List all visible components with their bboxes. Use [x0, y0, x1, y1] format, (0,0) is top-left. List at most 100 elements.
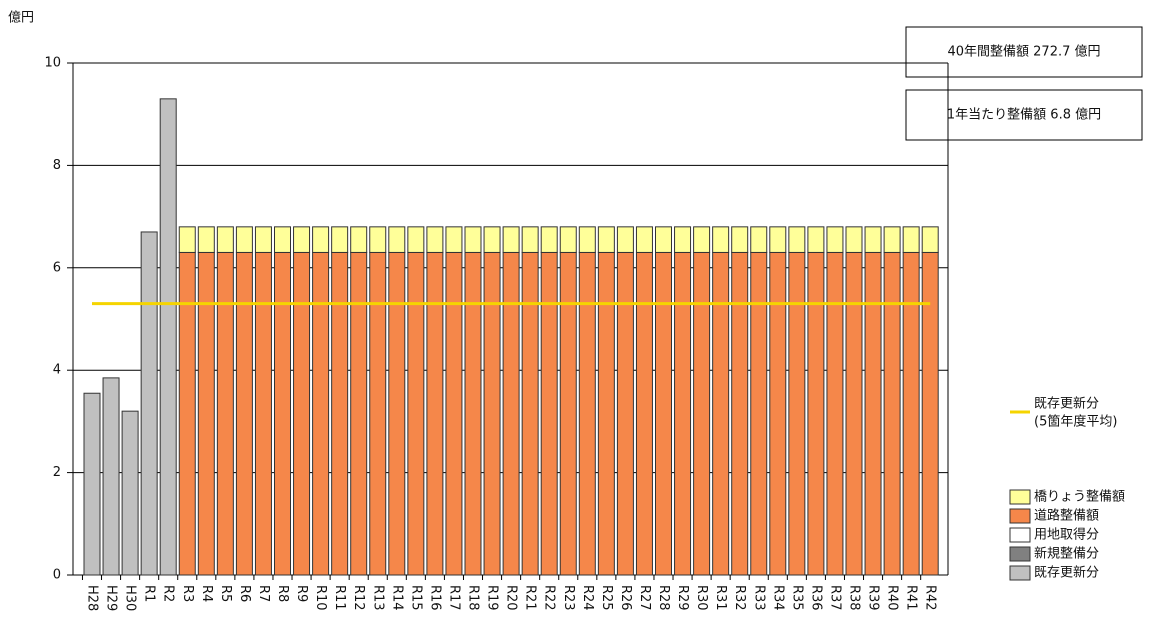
bar-segment [864, 226, 882, 253]
x-tick-label: R22 [542, 585, 557, 611]
x-tick-label: R31 [713, 585, 728, 611]
x-tick-label: R19 [485, 585, 500, 611]
bar-segment [864, 251, 882, 576]
bar-segment [616, 226, 634, 253]
bar-segment [616, 251, 634, 576]
x-tick-label: R29 [675, 585, 690, 611]
bar-segment [331, 251, 349, 576]
bar-segment [312, 251, 330, 576]
legend-label: 新規整備分 [1034, 546, 1099, 562]
x-tick-label: R39 [866, 585, 881, 611]
bar-segment [445, 251, 463, 576]
x-tick-label: R32 [732, 585, 747, 611]
legend-label: 道路整備額 [1034, 508, 1099, 524]
bar-segment [540, 251, 558, 576]
x-tick-label: R38 [847, 585, 862, 611]
x-tick-label: R8 [275, 585, 290, 602]
bar-segment [693, 226, 711, 253]
bar-segment [331, 226, 349, 253]
y-tick-label: 4 [53, 363, 61, 378]
legend-swatch [1009, 527, 1031, 543]
x-tick-label: R33 [751, 585, 766, 611]
bar-segment [788, 251, 806, 576]
x-tick-label: R36 [808, 585, 823, 611]
x-tick-label: R12 [351, 585, 366, 611]
x-tick-label: R14 [389, 585, 404, 611]
bar-segment [178, 226, 196, 253]
y-tick-label: 8 [53, 158, 61, 173]
x-tick-label: R41 [904, 585, 919, 611]
y-unit: 億円 [8, 10, 34, 26]
x-tick-label: R40 [885, 585, 900, 611]
bar-segment [159, 98, 177, 576]
bar-segment [921, 251, 939, 576]
bar-segment [121, 410, 139, 576]
y-tick-label: 2 [53, 465, 61, 480]
bar-segment [635, 251, 653, 576]
bar-segment [293, 226, 311, 253]
x-tick-label: R27 [637, 585, 652, 611]
bar-segment [388, 251, 406, 576]
x-tick-label: R7 [256, 585, 271, 602]
bar-segment [578, 226, 596, 253]
bar-segment [407, 251, 425, 576]
bar-segment [407, 226, 425, 253]
x-tick-label: H30 [123, 585, 138, 611]
bar-segment [216, 226, 234, 253]
bar-segment [426, 226, 444, 253]
x-tick-label: R5 [218, 585, 233, 602]
bar-segment [578, 251, 596, 576]
x-tick-label: R21 [523, 585, 538, 611]
bar-segment [788, 226, 806, 253]
x-tick-label: R10 [313, 585, 328, 611]
legend-swatch [1009, 565, 1031, 581]
legend-swatch [1009, 489, 1031, 505]
bar-segment [655, 251, 672, 576]
x-tick-label: R26 [618, 585, 633, 611]
x-tick-label: R34 [770, 585, 785, 611]
bar-segment [674, 226, 692, 253]
bar-segment [674, 251, 692, 576]
bar-segment [140, 231, 158, 576]
annotation: 40年間整備額 272.7 億円 [947, 44, 1100, 60]
x-tick-label: R1 [142, 585, 157, 602]
bar-segment [731, 251, 749, 576]
bar-segment [216, 251, 234, 576]
bar-segment [502, 226, 520, 253]
bar-segment [826, 226, 844, 253]
bar-segment [350, 251, 368, 576]
x-tick-label: R13 [370, 585, 385, 611]
bar-segment [197, 226, 215, 253]
legend-label: 用地取得分 [1034, 527, 1099, 543]
legend-swatch [1009, 546, 1031, 562]
legend-label: 橋りょう整備額 [1034, 489, 1125, 505]
bar-segment [312, 226, 330, 253]
annotation-box [905, 26, 1143, 78]
bar-segment [883, 226, 901, 253]
bar-segment [902, 251, 920, 576]
bar-segment [902, 226, 920, 253]
x-tick-label: R28 [656, 585, 671, 611]
y-tick-label: 0 [53, 568, 61, 583]
bar-segment [693, 251, 711, 576]
bar-segment [845, 251, 863, 576]
bar-segment [521, 226, 539, 253]
annotation: 1年当たり整備額 6.8 億円 [947, 107, 1101, 123]
x-tick-label: R24 [580, 585, 595, 611]
bar-segment [750, 251, 768, 576]
x-tick-label: R35 [789, 585, 804, 611]
x-tick-label: R17 [446, 585, 461, 611]
bar-segment [426, 251, 444, 576]
bar-segment [293, 251, 311, 576]
x-tick-label: R6 [237, 585, 252, 602]
bar-segment [464, 251, 482, 576]
x-tick-label: H29 [104, 585, 119, 611]
bar-segment [102, 377, 120, 576]
x-tick-label: R25 [599, 585, 614, 611]
x-tick-label: R42 [923, 585, 938, 611]
bar-segment [274, 226, 291, 253]
x-tick-label: R2 [161, 585, 176, 602]
bar-segment [712, 251, 730, 576]
x-tick-label: R20 [504, 585, 519, 611]
